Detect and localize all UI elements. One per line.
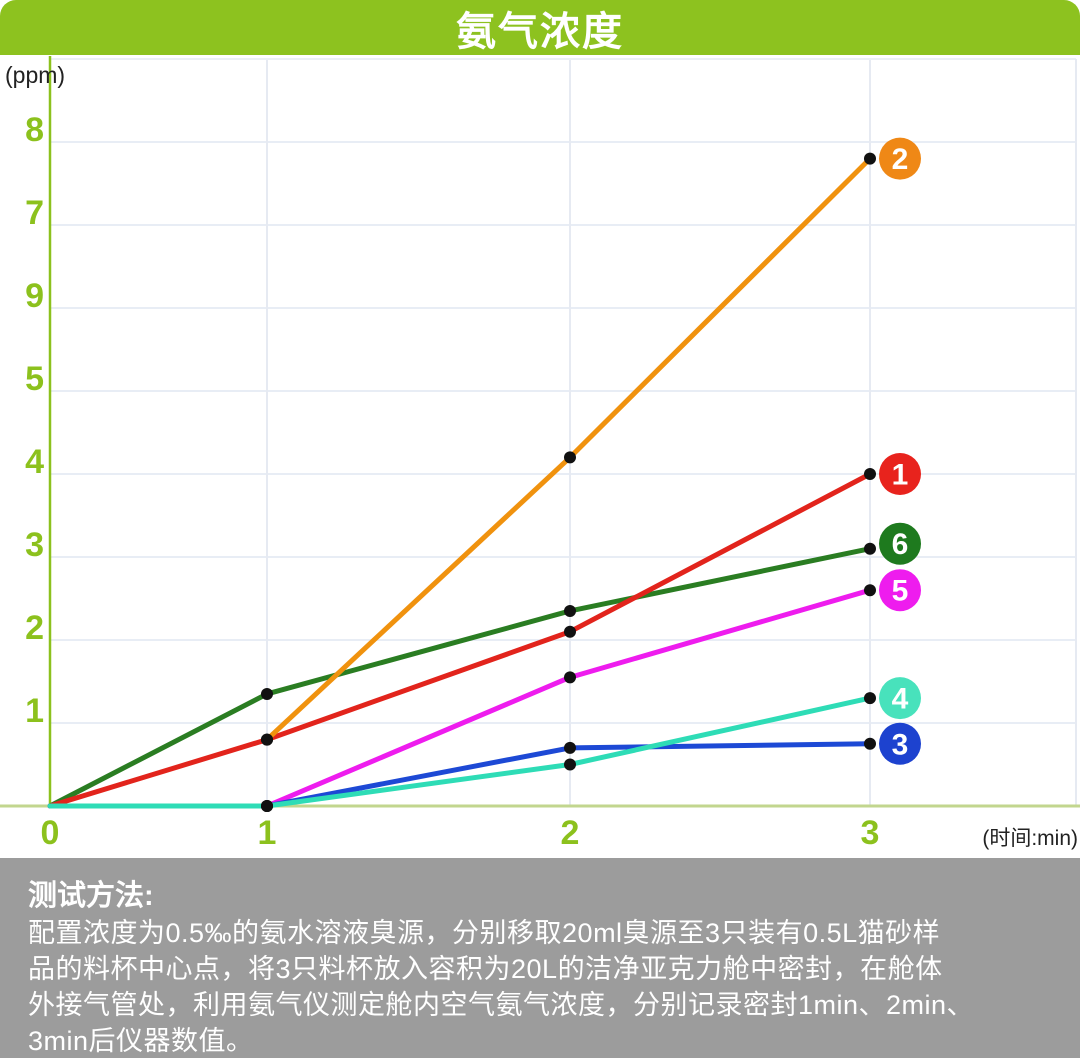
- y-tick-label: 8: [25, 111, 44, 149]
- series-line-2: [264, 156, 873, 743]
- series-badge-2: 2: [879, 137, 921, 180]
- series-badge-circle-3: [879, 722, 921, 765]
- y-tick-label: 4: [25, 443, 44, 481]
- series-badge-5: 5: [879, 569, 921, 612]
- series-badge-label-1: 1: [892, 459, 909, 492]
- test-method-line: 外接气管处，利用氨气仪测定舱内空气氨气浓度，分别记录密封1min、2min、: [28, 990, 975, 1020]
- data-point-series-2: [564, 451, 576, 464]
- test-method-heading: 测试方法:: [28, 880, 154, 912]
- series-badge-4: 4: [879, 677, 921, 720]
- data-point-series-6: [864, 542, 876, 555]
- x-tick-label: 1: [258, 814, 277, 852]
- series-badge-circle-6: [879, 522, 921, 565]
- test-method-panel: 测试方法: 配置浓度为0.5‰的氨水溶液臭源，分别移取20ml臭源至3只装有0.…: [0, 858, 1080, 1058]
- series-badge-circle-1: [879, 453, 921, 495]
- series-badge-6: 6: [879, 522, 921, 565]
- series-line-3: [47, 741, 873, 809]
- series-line-4: [47, 695, 873, 809]
- x-axis-unit-label: (时间:min): [982, 827, 1078, 850]
- series-badge-circle-2: [879, 137, 921, 180]
- y-tick-label: 1: [25, 692, 44, 730]
- series-badge-circle-5: [879, 569, 921, 612]
- test-method-line: 配置浓度为0.5‰的氨水溶液臭源，分别移取20ml臭源至3只装有0.5L猫砂样: [28, 918, 941, 948]
- y-tick-label: 3: [25, 526, 44, 564]
- y-tick-label: 5: [25, 360, 44, 398]
- data-point-series-2: [864, 152, 876, 165]
- series-badge-label-2: 2: [892, 143, 909, 176]
- data-point-series-6: [564, 604, 576, 617]
- series-badge-label-6: 6: [892, 528, 909, 561]
- data-point-series-4: [864, 692, 876, 705]
- series-badge-label-3: 3: [892, 728, 909, 761]
- series-line-1: [47, 471, 873, 809]
- test-method-line: 品的料杯中心点，将3只料杯放入容积为20L的洁净亚克力舱中密封，在舱体: [28, 954, 943, 984]
- data-point-series-5: [864, 584, 876, 597]
- data-point-series-3: [564, 741, 576, 754]
- data-point-series-4: [261, 800, 273, 812]
- series-badge-circle-4: [879, 677, 921, 720]
- test-method-line: 3min后仪器数值。: [28, 1026, 254, 1056]
- y-tick-label: 7: [25, 194, 44, 232]
- y-tick-label: 2: [25, 609, 44, 647]
- title-bar: 氨气浓度: [0, 0, 1080, 55]
- series-line-5: [47, 587, 873, 809]
- data-point-series-2: [261, 733, 273, 746]
- data-point-series-5: [564, 671, 576, 684]
- data-point-series-6: [261, 687, 273, 700]
- series-badge-label-4: 4: [892, 683, 909, 716]
- series-badge-1: 1: [879, 453, 921, 495]
- x-tick-label: 3: [861, 814, 880, 852]
- ammonia-line-chart: 6 1 2 5 3 4 8 7 9 5 4 3 2 1 0 1 2 3: [0, 56, 1080, 852]
- y-tick-label: 9: [25, 277, 44, 315]
- page-title: 氨气浓度: [456, 9, 624, 54]
- y-axis-unit-label: (ppm): [5, 62, 66, 88]
- data-point-series-3: [864, 737, 876, 750]
- series-line-6: [47, 546, 873, 809]
- data-point-series-1: [864, 468, 876, 480]
- x-tick-label: 0: [41, 814, 60, 852]
- x-tick-label: 2: [561, 814, 580, 852]
- data-point-series-1: [564, 625, 576, 638]
- series-badge-3: 3: [879, 722, 921, 765]
- data-point-series-4: [564, 758, 576, 771]
- series-badge-label-5: 5: [892, 575, 909, 608]
